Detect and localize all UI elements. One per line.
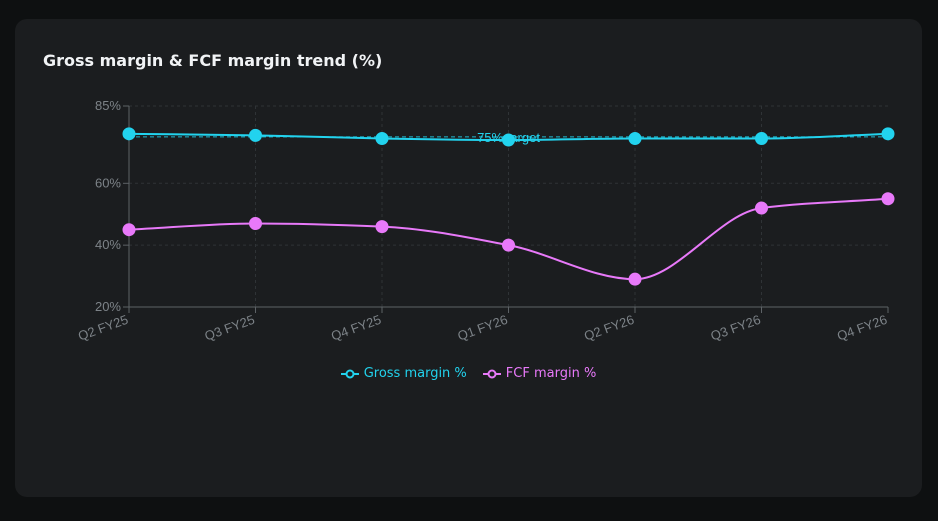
x-tick-label: Q4 FY25	[329, 312, 383, 344]
data-point-gross-margin	[881, 127, 895, 141]
data-point-gross-margin	[755, 131, 768, 145]
data-point-fcf-margin	[122, 223, 136, 237]
y-tick-label: 60%	[95, 175, 121, 190]
data-point-gross-margin	[249, 128, 262, 142]
legend-label: FCF margin %	[505, 366, 597, 381]
data-point-fcf-margin	[375, 220, 389, 234]
legend-item-fcf-margin[interactable]: FCF margin %	[482, 366, 597, 381]
line-chart: 20% 40% 60% 85% Q2 FY25 Q3 FY25 Q4 FY25 Q1 FY26…	[76, 98, 895, 344]
data-point-fcf-margin	[755, 201, 768, 215]
data-point-fcf-margin	[881, 192, 895, 206]
data-point-gross-margin	[122, 127, 136, 141]
data-point-gross-margin	[628, 131, 642, 145]
y-tick-label: 85%	[95, 98, 121, 113]
legend-line-marker	[340, 369, 359, 378]
legend-line-marker	[482, 369, 501, 378]
x-tick-label: Q2 FY25	[76, 312, 130, 344]
x-tick-label: Q3 FY25	[203, 312, 257, 344]
chart-title: Gross margin & FCF margin trend (%)	[43, 51, 383, 70]
y-tick-label: 40%	[95, 237, 121, 252]
x-tick-label: Q4 FY26	[835, 312, 889, 344]
chart-card: Gross margin & FCF margin trend (%) 20% 4…	[15, 19, 922, 497]
chart-legend: Gross margin % FCF margin %	[15, 366, 922, 381]
x-tick-label: Q3 FY26	[709, 312, 763, 344]
x-tick-label: Q2 FY26	[582, 312, 636, 344]
x-tick-label: Q1 FY26	[456, 312, 510, 344]
legend-item-gross-margin[interactable]: Gross margin %	[340, 366, 467, 381]
data-point-fcf-margin	[628, 272, 642, 286]
data-point-fcf-margin	[249, 217, 262, 231]
y-tick-label: 20%	[95, 299, 121, 314]
data-point-fcf-margin	[502, 238, 515, 252]
data-point-gross-margin	[375, 131, 389, 145]
data-point-gross-margin	[502, 133, 515, 147]
legend-label: Gross margin %	[363, 366, 467, 381]
